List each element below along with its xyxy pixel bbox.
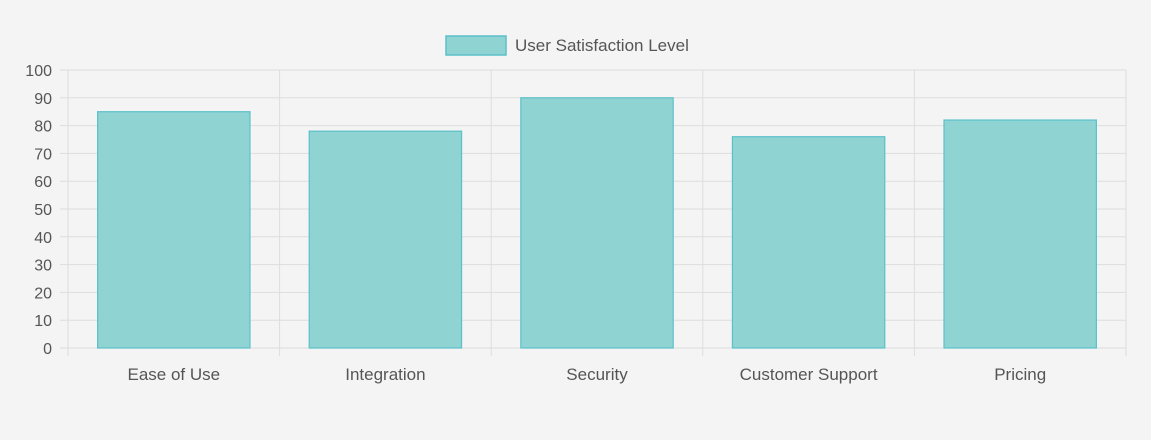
y-tick-label: 60	[34, 174, 52, 191]
y-tick-label: 20	[34, 285, 52, 302]
bar[interactable]	[520, 97, 674, 349]
y-tick-label: 100	[25, 63, 52, 80]
legend-swatch	[445, 35, 507, 56]
x-tick-label: Security	[566, 365, 628, 384]
y-tick-label: 0	[43, 341, 52, 358]
y-tick-label: 70	[34, 146, 52, 163]
x-tick-label: Integration	[345, 365, 425, 384]
bar[interactable]	[943, 119, 1097, 349]
x-tick-label: Customer Support	[740, 365, 878, 384]
y-tick-label: 50	[34, 202, 52, 219]
y-tick-label: 90	[34, 91, 52, 108]
legend[interactable]: User Satisfaction Level	[445, 35, 689, 56]
x-tick-label: Ease of Use	[127, 365, 220, 384]
bars	[97, 97, 1097, 349]
y-axis: 0 10 20 30 40 50 60 70 80 90 100	[25, 63, 52, 358]
x-tick-label: Pricing	[994, 365, 1046, 384]
y-tick-label: 80	[34, 119, 52, 136]
y-tick-label: 40	[34, 230, 52, 247]
y-tick-label: 10	[34, 313, 52, 330]
bar[interactable]	[97, 111, 251, 349]
x-axis: Ease of Use Integration Security Customer S…	[127, 365, 1046, 384]
y-tick-label: 30	[34, 258, 52, 275]
legend-label: User Satisfaction Level	[515, 36, 689, 55]
bar[interactable]	[731, 136, 886, 349]
bar[interactable]	[308, 130, 463, 349]
